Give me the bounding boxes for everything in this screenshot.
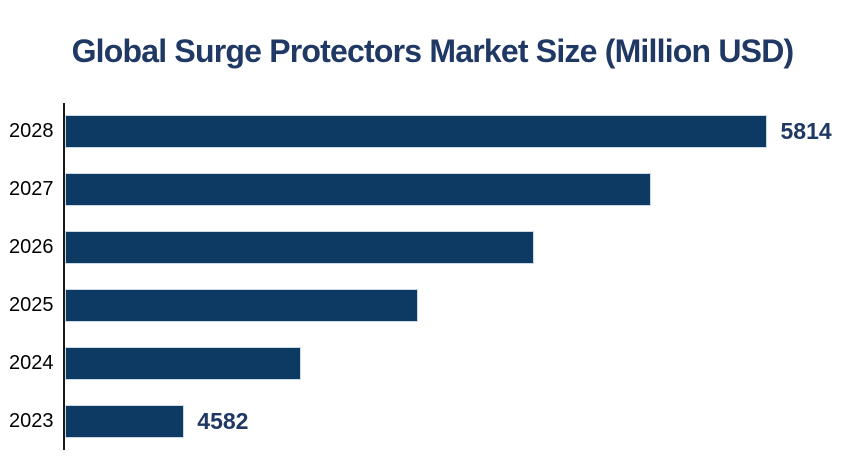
y-axis-line <box>63 103 65 450</box>
bar-row: 2028 5814 <box>0 103 865 161</box>
bar-track <box>65 231 865 265</box>
bar-track: 5814 <box>65 115 865 149</box>
bar-track <box>65 346 865 380</box>
bar-track: 4582 <box>65 404 865 438</box>
year-label: 2026 <box>9 236 54 259</box>
bar-row: 2024 <box>0 334 865 392</box>
year-label: 2025 <box>9 293 54 316</box>
value-label: 4582 <box>197 407 249 434</box>
year-label: 2024 <box>9 351 54 374</box>
bar <box>65 115 768 149</box>
chart-title: Global Surge Protectors Market Size (Mil… <box>71 33 795 69</box>
bar-track <box>65 288 865 322</box>
bar-track <box>65 173 865 207</box>
bar-row: 2023 4582 <box>0 392 865 450</box>
bar <box>65 346 301 380</box>
bar-row: 2027 <box>0 161 865 219</box>
bar <box>65 404 185 438</box>
bar-rows: 2028 5814 2027 2026 2025 2024 <box>0 103 865 450</box>
year-label: 2023 <box>9 409 54 432</box>
bar-row: 2026 <box>0 219 865 277</box>
year-label: 2028 <box>9 120 54 143</box>
bar <box>65 173 652 207</box>
bar <box>65 288 418 322</box>
plot-area: 2028 5814 2027 2026 2025 2024 <box>0 103 865 450</box>
bar <box>65 231 535 265</box>
value-label: 5814 <box>780 118 832 145</box>
year-label: 2027 <box>9 178 54 201</box>
bar-row: 2025 <box>0 276 865 334</box>
